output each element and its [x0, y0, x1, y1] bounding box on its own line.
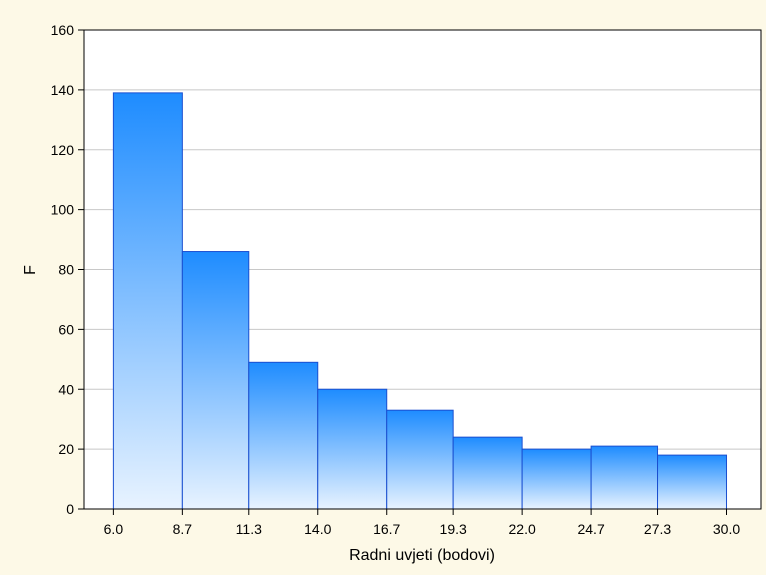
- x-tick-label: 16.7: [373, 521, 400, 537]
- x-tick-label: 11.3: [236, 521, 262, 537]
- y-tick-label: 40: [58, 381, 74, 397]
- y-axis: 0 20 40 60 80 100 120 140 160: [51, 22, 84, 517]
- x-tick-label: 24.7: [577, 521, 604, 537]
- x-axis: 6.0 8.7 11.3 14.0 16.7 19.3 22.0 24.7 27.3 30.0: [104, 509, 740, 537]
- y-tick-label: 80: [58, 262, 74, 278]
- x-tick-label: 8.7: [173, 521, 193, 537]
- y-tick-label: 100: [51, 202, 75, 218]
- y-tick-label: 20: [58, 441, 74, 457]
- histogram-bar: [386, 409, 454, 510]
- x-tick-label: 30.0: [713, 521, 740, 537]
- x-tick-label: 19.3: [440, 521, 467, 537]
- x-tick-label: 22.0: [509, 521, 536, 537]
- y-tick-label: 0: [66, 501, 74, 517]
- x-axis-title: Radni uvjeti (bodovi): [349, 547, 495, 564]
- histogram-bar: [657, 454, 728, 510]
- y-tick-label: 60: [58, 321, 74, 337]
- histogram-bar: [521, 448, 592, 510]
- histogram-bar: [452, 436, 523, 510]
- y-tick-label: 120: [51, 142, 75, 158]
- y-axis-title: F: [22, 265, 39, 275]
- x-tick-label: 6.0: [104, 521, 124, 537]
- histogram-bar: [248, 361, 319, 510]
- histogram-bar: [181, 251, 250, 510]
- histogram-bar: [112, 92, 183, 510]
- x-tick-label: 14.0: [304, 521, 331, 537]
- y-tick-label: 140: [51, 82, 75, 98]
- x-tick-label: 27.3: [644, 521, 671, 537]
- histogram-bar: [317, 388, 388, 510]
- y-tick-label: 160: [51, 22, 75, 38]
- histogram-bar: [590, 445, 659, 510]
